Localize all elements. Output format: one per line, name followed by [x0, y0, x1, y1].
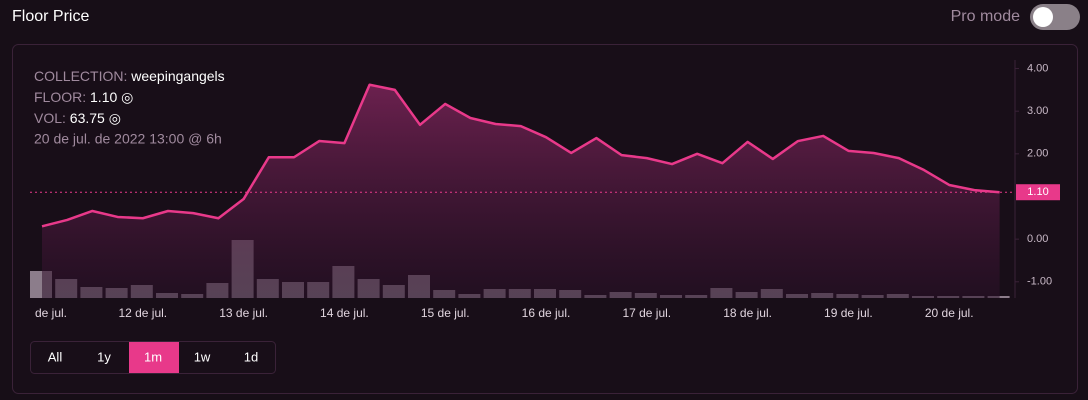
page-title: Floor Price [12, 8, 89, 25]
y-tick-label: 3.00 [1027, 105, 1048, 117]
toggle-label: Pro mode [951, 8, 1020, 25]
toggle-knob [1033, 7, 1053, 27]
x-tick-label: 17 de jul. [622, 306, 671, 320]
range-button[interactable]: All [48, 349, 63, 364]
label: COLLECTION: [34, 68, 127, 84]
value: 1.10 [90, 89, 117, 105]
current-label: 1.10 [1027, 186, 1048, 198]
label: VOL: [34, 110, 66, 126]
chart: 4.00 3.00 2.00 0.00 -1.00 1.10 de jul. 12 de ju… [30, 60, 1060, 320]
info: COLLECTION: weepingangels FLOOR: 1.10 ◎ … [34, 68, 225, 147]
x-tick-label: 20 de jul. [925, 306, 974, 320]
range-button[interactable]: 1m [144, 349, 162, 364]
svg-text:VOL: 63.75 ◎: VOL: 63.75 ◎ [34, 110, 121, 126]
svg-text:FLOOR: 1.10 ◎: FLOOR: 1.10 ◎ [34, 89, 133, 105]
x-tick-label: 18 de jul. [723, 306, 772, 320]
range-button-active[interactable] [129, 342, 179, 373]
timestamp: 20 de jul. de 2022 13:00 @ 6h [34, 131, 222, 147]
x-tick-label: de jul. [35, 306, 67, 320]
x-tick-label: 14 de jul. [320, 306, 369, 320]
value: 63.75 [70, 110, 105, 126]
button-group [30, 341, 276, 374]
currency: ◎ [121, 89, 133, 105]
svg-text:COLLECTION: weepingangels: COLLECTION: weepingangels [34, 68, 225, 84]
y-tick-label: 4.00 [1027, 62, 1048, 74]
y-tick-label: 2.00 [1027, 148, 1048, 160]
area [42, 84, 1000, 299]
x-tick-label: 16 de jul. [522, 306, 571, 320]
range-button[interactable]: 1y [97, 349, 111, 364]
x-tick-label: 13 de jul. [219, 306, 268, 320]
range-button[interactable]: 1w [194, 349, 211, 364]
range-buttons: All 1y 1m 1w 1d [30, 341, 276, 374]
y-tick-label: 0.00 [1027, 233, 1048, 245]
y-tick-label: -1.00 [1027, 276, 1052, 288]
x-tick-label: 19 de jul. [824, 306, 873, 320]
x-tick-label: 12 de jul. [118, 306, 167, 320]
price-line [41, 83, 1000, 228]
label: FLOOR: [34, 89, 86, 105]
current-marker [1016, 184, 1060, 201]
currency: ◎ [109, 110, 121, 126]
range-button[interactable]: 1d [244, 349, 258, 364]
x-tick-label: 15 de jul. [421, 306, 470, 320]
value: weepingangels [130, 68, 224, 84]
